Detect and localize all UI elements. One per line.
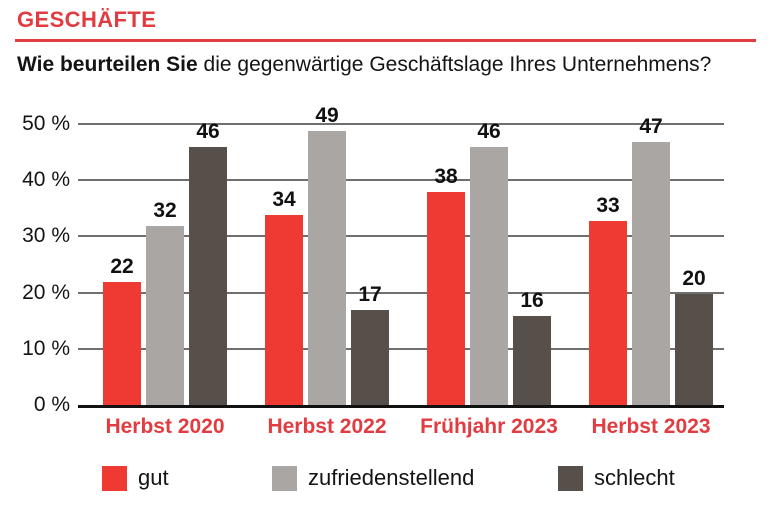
legend-swatch-zufriedenstellend <box>272 465 297 491</box>
category-label-herbst-2020: Herbst 2020 <box>105 415 225 438</box>
bar-value-label: 47 <box>639 114 663 138</box>
red-divider-rule <box>15 39 756 42</box>
bar-value-label: 46 <box>196 120 220 144</box>
bar-value-label: 33 <box>596 193 620 217</box>
category-label-herbst-2023: Herbst 2023 <box>591 415 711 438</box>
gridline-40 <box>78 179 724 182</box>
bar-zufriedenstellend-herbst-2022: 49 <box>308 104 346 406</box>
x-axis-baseline <box>78 405 724 408</box>
bar-value-label: 38 <box>434 165 458 189</box>
bar-gut-herbst-2020: 22 <box>103 255 141 406</box>
question-bold-part: Wie beurteilen Sie <box>17 53 198 76</box>
y-axis-tick-40: 40 % <box>22 168 70 192</box>
gridline-30 <box>78 235 724 238</box>
bar-chart-plot: 0 % 10 % 20 % 30 % 40 % 50 % 22 32 46 34 49 17 38 46 1… <box>22 95 724 416</box>
bar-value-label: 20 <box>682 266 706 290</box>
gridline-10 <box>78 347 724 350</box>
y-axis-tick-30: 30 % <box>22 224 70 248</box>
y-axis-tick-0: 0 % <box>33 393 70 416</box>
legend-label-gut: gut <box>138 465 169 490</box>
bar-schlecht-herbst-2020: 46 <box>189 120 227 406</box>
bar-value-label: 22 <box>110 255 134 279</box>
bar-gut-fr-hjahr-2023: 38 <box>427 165 465 406</box>
y-axis-tick-20: 20 % <box>22 280 70 304</box>
section-title: GESCHÄFTE <box>17 7 157 32</box>
bar-zufriedenstellend-herbst-2023: 47 <box>632 115 670 406</box>
bar-gut-herbst-2022: 34 <box>265 188 303 406</box>
chart-question: Wie beurteilen Sie die gegenwärtige Gesc… <box>17 53 711 77</box>
y-axis-tick-50: 50 % <box>22 112 70 135</box>
bar-value-label: 16 <box>520 289 544 313</box>
bar-value-label: 17 <box>358 283 382 307</box>
legend-item-schlecht: schlecht <box>558 465 675 491</box>
y-axis-tick-10: 10 % <box>22 336 70 360</box>
gridline-20 <box>78 291 724 294</box>
category-label-herbst-2022: Herbst 2022 <box>267 415 387 438</box>
legend-label-schlecht: schlecht <box>594 465 675 490</box>
bar-value-label: 32 <box>153 199 177 223</box>
legend-item-zufriedenstellend: zufriedenstellend <box>272 465 474 491</box>
bar-schlecht-herbst-2022: 17 <box>351 283 389 406</box>
bar-schlecht-fr-hjahr-2023: 16 <box>513 289 551 406</box>
legend-label-zufriedenstellend: zufriedenstellend <box>308 465 475 490</box>
question-rest-part: die gegenwärtige Geschäftslage Ihres Unt… <box>197 53 712 76</box>
bar-value-label: 49 <box>315 103 339 127</box>
legend-item-gut: gut <box>102 465 169 491</box>
legend-swatch-gut <box>102 465 127 491</box>
category-label-fr-hjahr-2023: Frühjahr 2023 <box>420 415 558 438</box>
legend-swatch-schlecht <box>558 465 583 491</box>
bar-value-label: 46 <box>477 120 501 144</box>
bar-value-label: 34 <box>272 187 296 211</box>
bar-schlecht-herbst-2023: 20 <box>675 267 713 406</box>
gridline-50 <box>78 123 724 125</box>
bar-zufriedenstellend-fr-hjahr-2023: 46 <box>470 120 508 406</box>
bar-gut-herbst-2023: 33 <box>589 194 627 406</box>
bar-zufriedenstellend-herbst-2020: 32 <box>146 199 184 406</box>
